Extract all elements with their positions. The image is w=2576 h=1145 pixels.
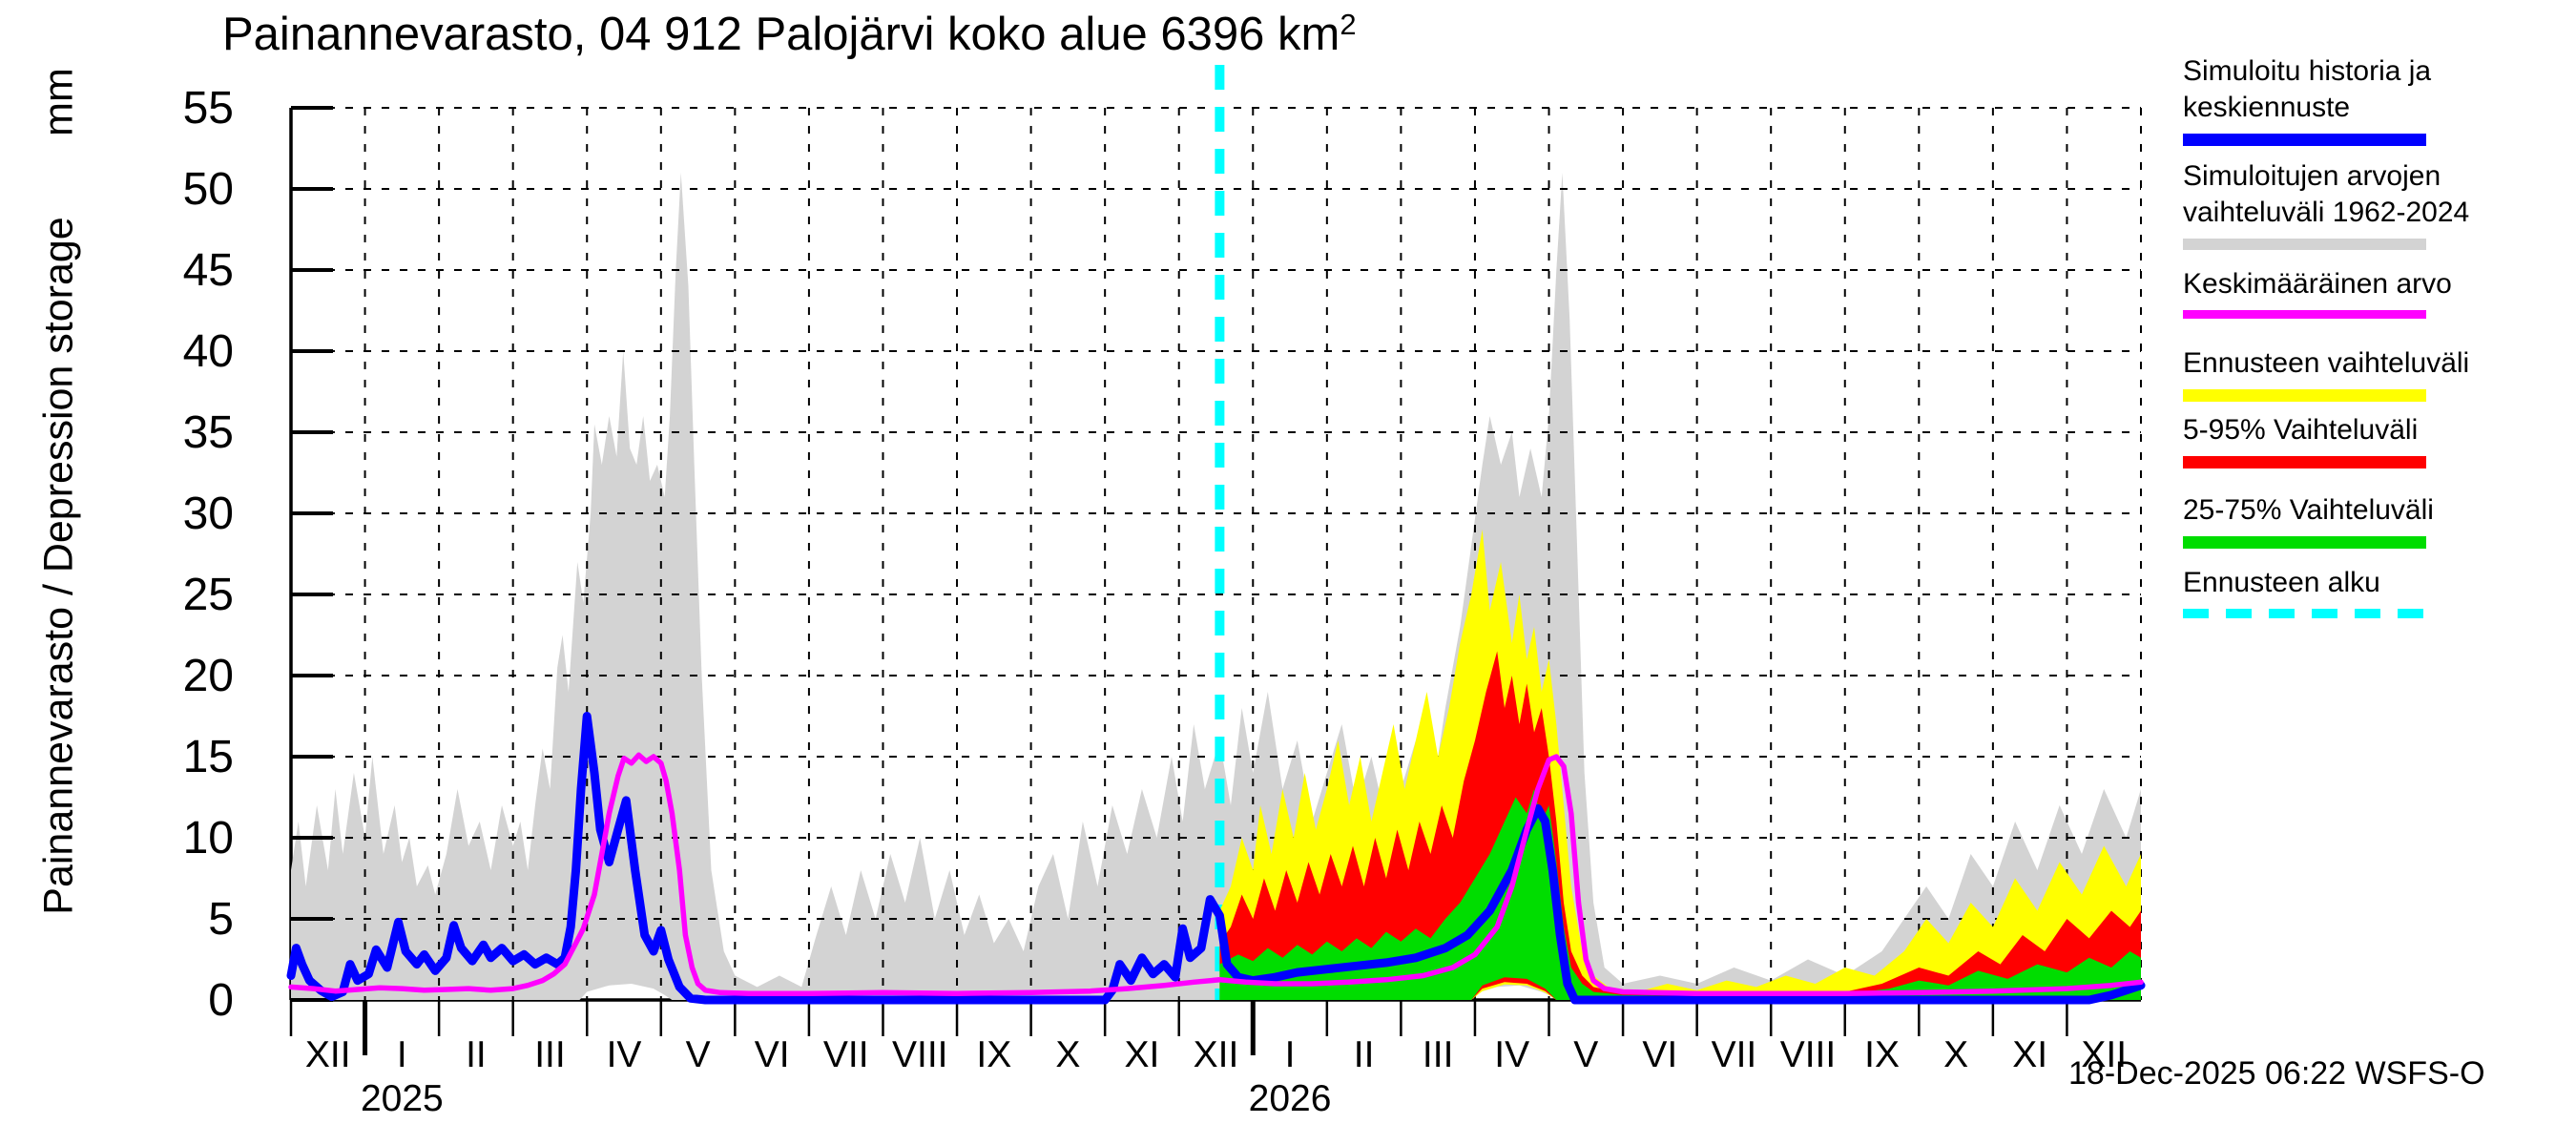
svg-text:I: I: [1285, 1034, 1296, 1075]
svg-text:III: III: [534, 1034, 566, 1075]
mean_value-line: [288, 752, 2144, 996]
svg-text:VIII: VIII: [892, 1034, 948, 1075]
page-title-superscript: 2: [1340, 8, 1357, 41]
svg-text:III: III: [1423, 1034, 1454, 1075]
series-lines: [286, 712, 2146, 1005]
legend-label: Simuloitujen arvojen vaihteluväli 1962-2…: [2183, 160, 2470, 228]
svg-text:IV: IV: [607, 1034, 642, 1075]
svg-text:X: X: [1055, 1034, 1080, 1075]
svg-text:45: 45: [183, 245, 234, 296]
svg-text:0: 0: [208, 975, 234, 1026]
svg-text:VII: VII: [823, 1034, 869, 1075]
svg-text:XII: XII: [1194, 1034, 1239, 1075]
svg-text:XII: XII: [305, 1034, 351, 1075]
svg-text:II: II: [466, 1034, 487, 1075]
legend-swatch-gray-band: [2183, 239, 2426, 250]
svg-text:2025: 2025: [361, 1078, 444, 1119]
svg-text:XII: XII: [2081, 1034, 2127, 1075]
svg-text:2026: 2026: [1249, 1078, 1332, 1119]
legend-swatch-green-band: [2183, 536, 2426, 549]
svg-text:XI: XI: [2012, 1034, 2047, 1075]
svg-text:X: X: [1943, 1034, 1968, 1075]
svg-text:VI: VI: [755, 1034, 790, 1075]
forecast-bands: [1219, 530, 2141, 1000]
svg-text:5: 5: [208, 894, 234, 945]
svg-text:35: 35: [183, 407, 234, 458]
legend-item-5-95-range: 5-95% Vaihteluväli: [2183, 412, 2498, 468]
svg-text:40: 40: [183, 326, 234, 377]
svg-text:10: 10: [183, 813, 234, 864]
svg-text:20: 20: [183, 651, 234, 701]
legend-label: 5-95% Vaihteluväli: [2183, 414, 2419, 446]
svg-text:IX: IX: [1864, 1034, 1900, 1075]
legend-item-simulated-history: Simuloitu historia ja keskiennuste: [2183, 53, 2498, 146]
svg-text:IX: IX: [976, 1034, 1011, 1075]
legend-item-25-75-range: 25-75% Vaihteluväli: [2183, 492, 2498, 549]
svg-text:50: 50: [183, 164, 234, 215]
svg-text:VII: VII: [1712, 1034, 1757, 1075]
legend-swatch-cyan-dashed-line: [2183, 609, 2426, 618]
svg-text:I: I: [397, 1034, 407, 1075]
simulated_history_and_median_forecast-line: [286, 712, 2146, 1005]
legend-label: Ennusteen alku: [2183, 567, 2380, 598]
legend-swatch-red-band: [2183, 456, 2426, 468]
generation-timestamp: 18-Dec-2025 06:22 WSFS-O: [2068, 1055, 2485, 1092]
legend-swatch-blue-line: [2183, 134, 2426, 146]
range_5_95-band: [1219, 651, 2141, 1000]
page-title-text: Painannevarasto, 04 912 Palojärvi koko a…: [222, 9, 1340, 60]
svg-text:VI: VI: [1642, 1034, 1677, 1075]
svg-text:VIII: VIII: [1780, 1034, 1837, 1075]
page-title: Painannevarasto, 04 912 Palojärvi koko a…: [222, 8, 1357, 61]
legend-label: Ennusteen vaihteluväli: [2183, 347, 2470, 379]
x-ticks: [289, 1000, 2068, 1055]
legend-item-forecast-range: Ennusteen vaihteluväli: [2183, 345, 2498, 402]
legend-item-forecast-start: Ennusteen alku: [2183, 565, 2498, 618]
svg-text:55: 55: [183, 83, 234, 134]
legend-item-simulated-range: Simuloitujen arvojen vaihteluväli 1962-2…: [2183, 158, 2498, 250]
legend-label: 25-75% Vaihteluväli: [2183, 494, 2434, 526]
legend-item-mean-value: Keskimääräinen arvo: [2183, 266, 2498, 319]
svg-text:25: 25: [183, 570, 234, 620]
legend-label: Simuloitu historia ja keskiennuste: [2183, 55, 2432, 123]
svg-text:V: V: [686, 1034, 711, 1075]
y-ticks: [291, 106, 333, 1002]
legend-swatch-magenta-line: [2183, 310, 2426, 319]
svg-text:15: 15: [183, 732, 234, 782]
legend-label: Keskimääräinen arvo: [2183, 268, 2452, 300]
legend-swatch-yellow-band: [2183, 389, 2426, 402]
svg-text:XI: XI: [1125, 1034, 1160, 1075]
svg-text:II: II: [1354, 1034, 1375, 1075]
svg-text:V: V: [1573, 1034, 1598, 1075]
svg-text:30: 30: [183, 489, 234, 539]
svg-text:IV: IV: [1494, 1034, 1529, 1075]
